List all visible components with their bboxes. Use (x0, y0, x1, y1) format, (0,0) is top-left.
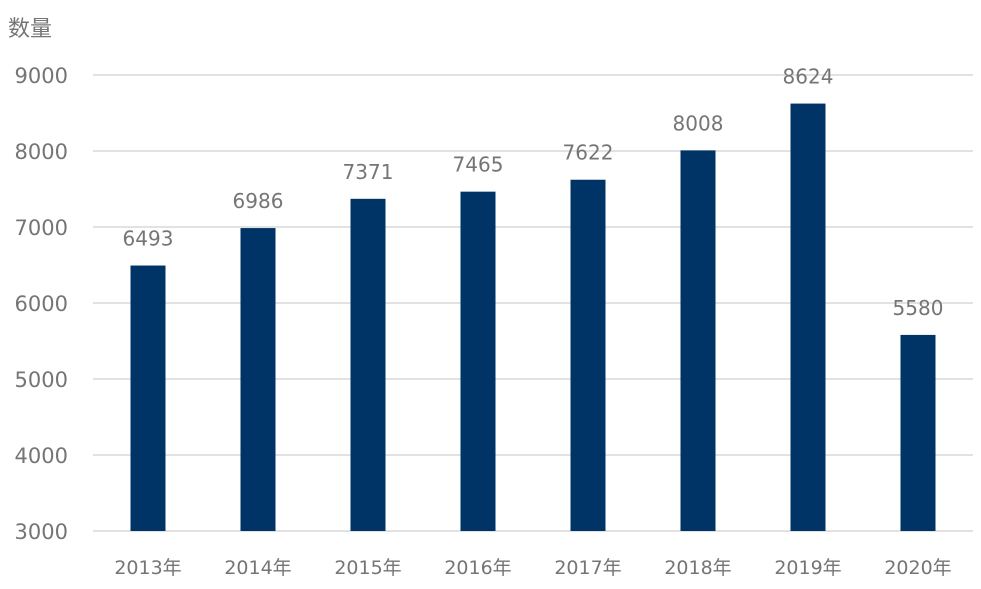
bar (240, 228, 276, 531)
x-tick-label: 2017年 (554, 557, 621, 579)
data-label: 6493 (123, 227, 174, 251)
bar (570, 179, 606, 531)
data-label: 6986 (233, 189, 284, 213)
data-label: 5580 (893, 296, 944, 320)
y-axis-label: 数量 (8, 17, 52, 42)
x-tick-label: 2015年 (334, 557, 401, 579)
bar (790, 103, 826, 532)
x-tick-label: 2018年 (664, 557, 731, 579)
y-tick-label: 4000 (15, 444, 68, 468)
y-tick-label: 7000 (15, 216, 68, 240)
data-label: 7465 (453, 153, 504, 177)
data-label: 7622 (563, 141, 614, 165)
y-tick-label: 3000 (15, 520, 68, 544)
bar (460, 191, 496, 531)
x-tick-label: 2019年 (774, 557, 841, 579)
y-tick-label: 9000 (15, 64, 68, 88)
data-label: 7371 (343, 160, 394, 184)
y-tick-label: 8000 (15, 140, 68, 164)
bar (900, 334, 936, 531)
x-tick-label: 2020年 (884, 557, 951, 579)
x-tick-label: 2016年 (444, 557, 511, 579)
bar (130, 265, 166, 531)
data-label: 8624 (783, 65, 834, 89)
y-tick-label: 6000 (15, 292, 68, 316)
data-label: 8008 (673, 111, 724, 135)
x-tick-label: 2014年 (224, 557, 291, 579)
x-tick-label: 2013年 (114, 557, 181, 579)
bar (350, 198, 386, 531)
y-tick-label: 5000 (15, 368, 68, 392)
bar (680, 150, 716, 531)
